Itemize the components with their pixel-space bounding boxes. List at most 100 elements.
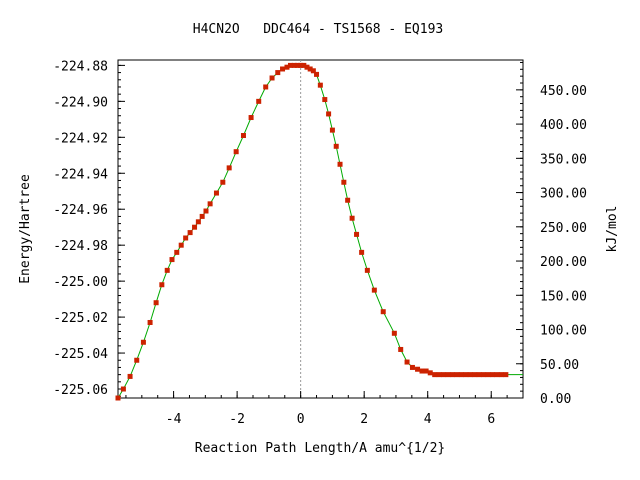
y-tick-label: -225.04	[53, 347, 108, 362]
data-point	[341, 179, 347, 185]
x-tick-label: -4	[166, 412, 182, 427]
data-point	[436, 372, 442, 378]
chart-title: H4CN2O DDC464 - TS1568 - EQ193	[193, 22, 443, 37]
data-point	[445, 372, 451, 378]
data-point	[263, 84, 269, 90]
y2-tick-label: 450.00	[540, 84, 587, 99]
data-point	[354, 231, 360, 237]
data-point	[275, 70, 281, 76]
data-point	[427, 370, 433, 376]
data-point	[345, 197, 351, 203]
y2-axis-label: kJ/mol	[605, 206, 620, 253]
data-point	[409, 364, 415, 370]
data-point	[120, 386, 126, 392]
data-point	[207, 201, 213, 207]
data-point	[503, 372, 509, 378]
y-tick-label: -224.90	[53, 95, 108, 110]
data-point	[467, 372, 473, 378]
data-point	[380, 309, 386, 315]
x-axis-label: Reaction Path Length/A amu^{1/2}	[195, 441, 445, 456]
data-point	[301, 62, 307, 68]
y2-tick-label: 300.00	[540, 187, 587, 202]
data-point	[415, 366, 421, 372]
data-point	[449, 372, 455, 378]
energy-curve	[117, 64, 523, 399]
data-point	[349, 215, 355, 221]
x-tick-label: -2	[229, 412, 245, 427]
data-point	[494, 372, 500, 378]
data-point	[423, 368, 429, 374]
y-tick-label: -224.98	[53, 239, 108, 254]
data-point	[187, 230, 193, 236]
y-tick-label: -224.88	[53, 59, 108, 74]
data-point	[248, 115, 254, 121]
data-point	[458, 372, 464, 378]
data-point	[419, 368, 425, 374]
x-tick-label: 4	[424, 412, 432, 427]
data-point	[304, 64, 310, 70]
data-point	[240, 133, 246, 139]
data-point	[391, 330, 397, 336]
y-tick-label: -224.92	[53, 131, 108, 146]
data-point	[233, 149, 239, 155]
x-tick-label: 2	[360, 412, 368, 427]
data-point	[294, 62, 300, 68]
data-point	[472, 372, 478, 378]
data-point	[441, 372, 447, 378]
data-point	[256, 98, 262, 104]
plot-frame	[117, 59, 524, 399]
data-point	[337, 161, 343, 167]
data-point	[463, 372, 469, 378]
y2-axis-ticks: 0.00 50.00 100.00 150.00 200.00 250.00 300.00 3…	[516, 84, 587, 407]
y2-tick-label: 0.00	[540, 392, 571, 407]
data-point	[326, 111, 332, 117]
y-tick-label: -225.06	[53, 383, 108, 398]
data-point	[284, 64, 290, 70]
y2-tick-label: 50.00	[540, 358, 579, 373]
y2-tick-label: 400.00	[540, 118, 587, 133]
data-point	[307, 66, 313, 72]
data-point	[213, 190, 219, 196]
data-point	[195, 219, 201, 225]
data-point	[169, 257, 175, 263]
data-point	[364, 267, 370, 273]
data-point	[333, 143, 339, 149]
data-point	[287, 62, 293, 68]
data-point	[490, 372, 496, 378]
data-point	[174, 249, 180, 255]
y-tick-label: -225.02	[53, 311, 108, 326]
data-point	[115, 395, 121, 401]
y-tick-label: -224.94	[53, 167, 108, 182]
data-point	[298, 62, 304, 68]
data-point	[134, 357, 140, 363]
data-point	[183, 235, 189, 241]
data-point	[359, 249, 365, 255]
data-point	[404, 359, 410, 365]
data-point	[153, 300, 159, 306]
y-tick-label: -225.00	[53, 275, 108, 290]
y-axis-ticks: -224.88 -224.90 -224.92 -224.94 -224.96 -224.…	[53, 59, 125, 398]
data-point	[310, 68, 316, 74]
data-point	[291, 62, 297, 68]
y-axis-label: Energy/Hartree	[18, 174, 33, 284]
data-point	[280, 66, 286, 72]
data-point	[329, 127, 335, 133]
data-point	[498, 372, 504, 378]
data-point	[203, 208, 209, 214]
y2-tick-label: 150.00	[540, 289, 587, 304]
x-axis-ticks: -4 -2 0 2 4 6	[166, 391, 495, 427]
data-point	[485, 372, 491, 378]
data-point	[147, 319, 153, 325]
minor-ticks	[118, 61, 524, 398]
data-point	[164, 267, 170, 273]
data-point	[314, 71, 320, 77]
y2-tick-label: 200.00	[540, 255, 587, 270]
data-point	[127, 373, 133, 379]
x-tick-label: 6	[487, 412, 495, 427]
x-tick-label: 0	[297, 412, 305, 427]
y2-tick-label: 100.00	[540, 324, 587, 339]
data-points	[115, 62, 509, 401]
data-point	[322, 97, 328, 103]
data-point	[140, 339, 146, 345]
data-point	[454, 372, 460, 378]
